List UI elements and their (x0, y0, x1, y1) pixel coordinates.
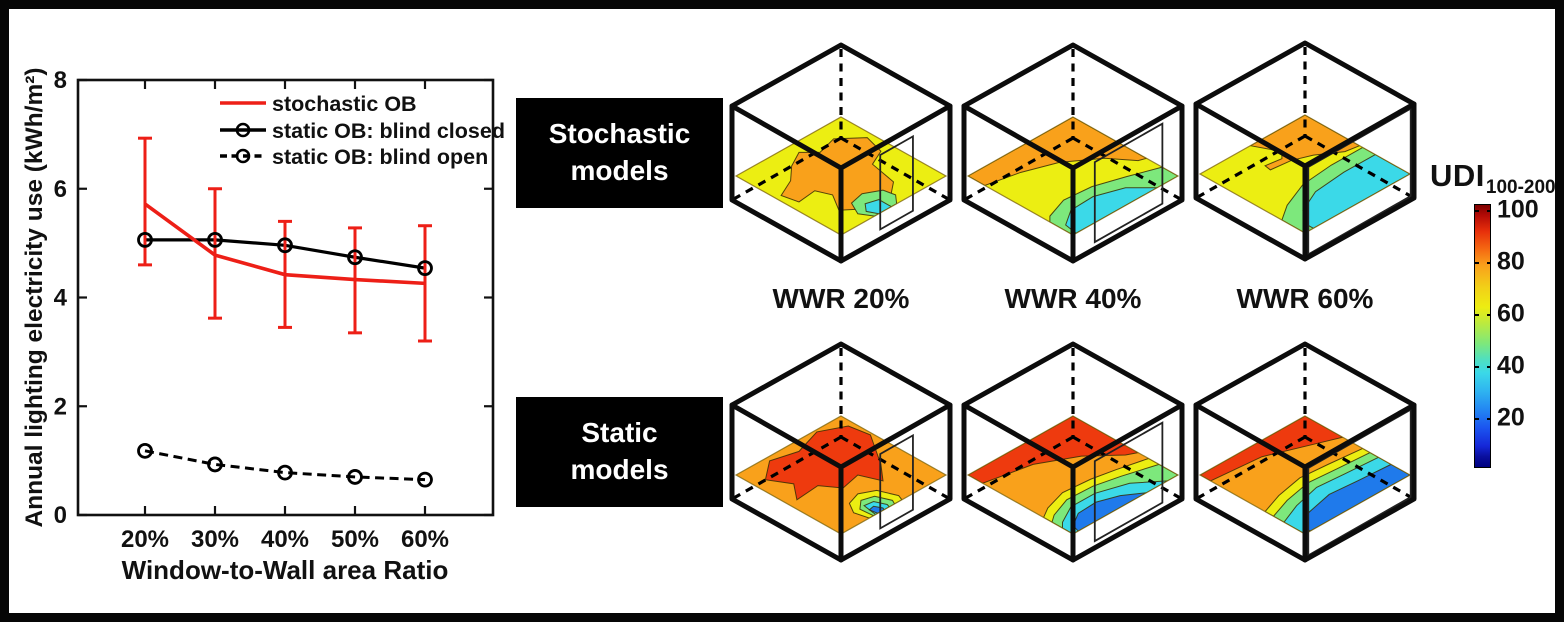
colorbar-tick-mark (1475, 418, 1479, 420)
udi-colorbar (1474, 204, 1491, 468)
x-axis-title: Window-to-Wall area Ratio (122, 555, 449, 585)
colorbar-tick-mark (1487, 418, 1491, 420)
hidden-edges (731, 348, 951, 501)
udi-cube-static-wwr40 (961, 341, 1185, 563)
legend: stochastic OB static OB: blind closedstat… (220, 92, 505, 169)
hidden-edges (963, 348, 1183, 501)
row-label-line: Stochastic (548, 118, 691, 150)
colorbar-tick-label: 100 (1497, 195, 1539, 224)
cube-edges (1193, 40, 1417, 262)
plot-area: 0 2 4 6 8 20% 30% 40% 50% 60%Window-to-Wall area … (21, 67, 495, 585)
x-tick-labels: 20% 30% 40% 50% 60% (121, 526, 449, 553)
udi-text: UDI (1430, 158, 1485, 193)
svg-text:0: 0 (54, 502, 67, 529)
colorbar-tick-mark (1487, 366, 1491, 368)
series-static-blind-open (144, 449, 426, 482)
colorbar-tick-label: 80 (1497, 247, 1525, 276)
window-frame (1093, 122, 1164, 244)
svg-text:static OB: blind closed: static OB: blind closed (272, 119, 505, 143)
x-ticks (143, 80, 427, 515)
udi-cube-stochastic-wwr20 (729, 42, 953, 264)
cube-edges (961, 42, 1185, 264)
svg-text:stochastic OB: stochastic OB (272, 92, 417, 116)
hidden-edges (1195, 47, 1415, 200)
udi-cube-static-wwr20 (729, 341, 953, 563)
row-label-line: Static (581, 417, 658, 449)
colorbar-tick-mark (1475, 210, 1479, 212)
colorbar-title: UDI100-2000 (1430, 158, 1564, 198)
cube-edges (729, 341, 953, 563)
row-label-static-models: Static models (516, 397, 723, 507)
window-frame (879, 134, 914, 231)
wwr-40-label: WWR 40% (1004, 283, 1142, 314)
row-label-line: models (570, 155, 669, 186)
udi-subscript: 100-2000 (1485, 177, 1564, 198)
window-frame (879, 433, 914, 530)
udi-cube-stochastic-wwr60 (1193, 40, 1417, 262)
row-label-line: models (570, 454, 669, 485)
wwr-20-label: WWR 20% (772, 283, 910, 314)
svg-text:6: 6 (54, 176, 67, 203)
udi-cube-static-wwr60 (1193, 341, 1417, 563)
y-axis-title: Annual lighting electricity use (kWh/m²) (21, 67, 48, 527)
colorbar-tick-mark (1487, 262, 1491, 264)
svg-text:static OB: blind open: static OB: blind open (272, 145, 488, 169)
svg-text:60%: 60% (401, 526, 449, 553)
svg-text:2: 2 (54, 393, 67, 420)
series-stochastic (143, 202, 426, 286)
hidden-edges (1195, 348, 1415, 501)
svg-text:40%: 40% (261, 526, 309, 553)
colorbar-tick-mark (1487, 210, 1491, 212)
row-label-stochastic-models: Stochastic models (516, 98, 723, 208)
colorbar-tick-mark (1487, 314, 1491, 316)
cube-edges (1193, 341, 1417, 563)
svg-text:8: 8 (54, 67, 67, 94)
cube-edges (961, 341, 1185, 563)
hidden-edges (963, 49, 1183, 202)
svg-text:50%: 50% (331, 526, 379, 553)
udi-cube-stochastic-wwr40 (961, 42, 1185, 264)
y-ticks (78, 78, 493, 517)
colorbar-tick-mark (1475, 366, 1479, 368)
colorbar-tick-mark (1475, 314, 1479, 316)
svg-text:4: 4 (54, 285, 68, 312)
svg-text:20%: 20% (121, 526, 169, 553)
y-tick-labels: 0 2 4 6 8 (54, 67, 68, 529)
cube-edges (729, 42, 953, 264)
window-frame (1093, 421, 1164, 543)
wwr-60-label: WWR 60% (1236, 283, 1374, 314)
circle-markers (137, 231, 433, 488)
colorbar-tick-mark (1475, 262, 1479, 264)
lighting-electricity-line-chart: 0 2 4 6 8 20% 30% 40% 50% 60%Window-to-Wall area … (21, 67, 505, 585)
colorbar-tick-label: 60 (1497, 299, 1525, 328)
hidden-edges (731, 49, 951, 202)
colorbar-tick-label: 40 (1497, 351, 1525, 380)
svg-text:30%: 30% (191, 526, 239, 553)
colorbar-tick-label: 20 (1497, 403, 1525, 432)
